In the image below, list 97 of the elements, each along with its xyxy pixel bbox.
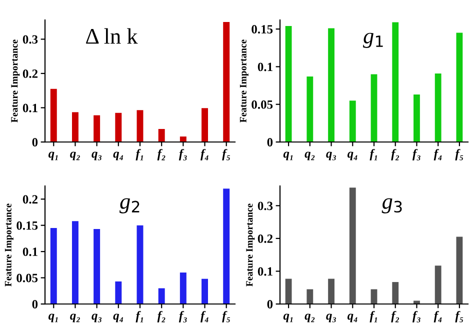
x-tick-label: f₁ [136, 148, 144, 160]
chart-title: g$_{1}$ [363, 32, 383, 48]
bar [328, 28, 334, 142]
y-tick-label: 0.3 [22, 35, 38, 44]
bar [50, 228, 57, 304]
x-tick-label: q₁ [48, 152, 58, 160]
bar [223, 188, 230, 304]
bar [328, 278, 334, 304]
bar [180, 272, 186, 304]
x-tick-label: f₃ [412, 310, 420, 322]
bar [456, 236, 463, 304]
x-tick-label: q₂ [70, 314, 80, 322]
x-tick-label: f₂ [157, 148, 166, 160]
bar [414, 300, 420, 304]
x-tick-label: f₃ [412, 148, 420, 160]
x-tick-label: f₅ [222, 148, 230, 160]
y-axis-title: Feature Importance [4, 204, 14, 286]
y-tick-label: 0.2 [258, 234, 273, 243]
bar [306, 76, 314, 142]
y-axis-title: Feature Importance [246, 204, 255, 286]
x-tick-label: f₃ [178, 148, 187, 160]
bar [202, 108, 208, 142]
chart-title: g$_{3}$ [382, 198, 402, 214]
bar [349, 188, 356, 304]
y-tick-label: 0.2 [22, 195, 38, 204]
x-tick-label: q₄ [347, 314, 358, 322]
x-tick-label: q₄ [347, 152, 358, 160]
x-tick-label: q₃ [326, 314, 336, 322]
y-tick-label: 0.2 [22, 69, 38, 78]
bar [158, 128, 165, 142]
x-tick-label: f₄ [434, 310, 442, 322]
x-tick-label: q₂ [70, 152, 80, 160]
bar [136, 110, 144, 142]
x-tick-label: q₂ [304, 152, 315, 160]
bar [158, 288, 165, 304]
x-tick-label: f₂ [157, 310, 166, 322]
y-tick-label: 0.1 [258, 62, 272, 72]
x-tick-label: f₁ [136, 310, 144, 322]
y-axis-title: Feature Importance [240, 40, 248, 122]
bar [370, 289, 378, 304]
chart-title: Δ ln k [86, 28, 138, 44]
bar [285, 26, 292, 142]
bar [285, 278, 292, 304]
x-tick-label: f₄ [200, 310, 208, 322]
bar [180, 136, 186, 142]
x-tick-label: f₁ [370, 310, 378, 322]
y-axis-title: Feature Importance [11, 40, 20, 122]
bar [115, 281, 122, 304]
x-tick-label: q₄ [113, 152, 123, 160]
bar [94, 229, 100, 304]
y-tick-label: 0.3 [258, 202, 273, 210]
x-tick-label: f₄ [434, 148, 442, 160]
bar [434, 73, 442, 142]
y-tick-label: 0.05 [16, 274, 38, 282]
x-tick-label: f₅ [455, 148, 464, 160]
y-tick-label: 0.1 [258, 267, 272, 276]
y-tick-label: 0.1 [22, 104, 38, 112]
x-tick-label: f₂ [391, 148, 400, 160]
x-tick-label: f₁ [370, 148, 378, 160]
bar [392, 282, 399, 304]
x-tick-label: f₅ [455, 310, 464, 322]
bar [434, 266, 442, 304]
bar [115, 112, 122, 142]
bar [223, 22, 230, 142]
x-tick-label: q₁ [48, 314, 58, 322]
y-tick-label: 0.15 [252, 25, 273, 34]
x-tick-label: f₄ [200, 148, 208, 160]
bar [306, 289, 314, 304]
y-tick-label: 0 [32, 138, 38, 146]
x-tick-label: f₃ [178, 310, 187, 322]
x-tick-label: q₃ [92, 314, 102, 322]
y-tick-label: 0.15 [16, 221, 38, 230]
y-tick-label: 0 [32, 300, 38, 308]
x-tick-label: q₁ [283, 314, 293, 322]
x-tick-label: q₃ [92, 152, 102, 160]
chart-title: g$_{2}$ [120, 198, 140, 214]
bar [50, 88, 57, 142]
bar [456, 32, 463, 142]
y-tick-label: 0.1 [22, 248, 38, 256]
bar [349, 100, 356, 142]
y-tick-label: 0.05 [252, 100, 273, 109]
bar [72, 112, 78, 142]
bar [414, 94, 420, 142]
bar [136, 225, 144, 304]
x-tick-label: q₃ [326, 152, 336, 160]
bar [94, 115, 100, 142]
x-tick-label: q₄ [113, 314, 123, 322]
x-tick-label: f₂ [391, 310, 400, 322]
bar [72, 221, 78, 304]
y-tick-label: 0 [267, 138, 273, 146]
bar [202, 278, 208, 304]
bar [370, 74, 378, 142]
x-tick-label: q₁ [283, 152, 293, 160]
x-tick-label: f₅ [222, 310, 230, 322]
x-tick-label: q₂ [304, 314, 315, 322]
y-tick-label: 0 [267, 300, 273, 308]
bar [392, 22, 399, 142]
